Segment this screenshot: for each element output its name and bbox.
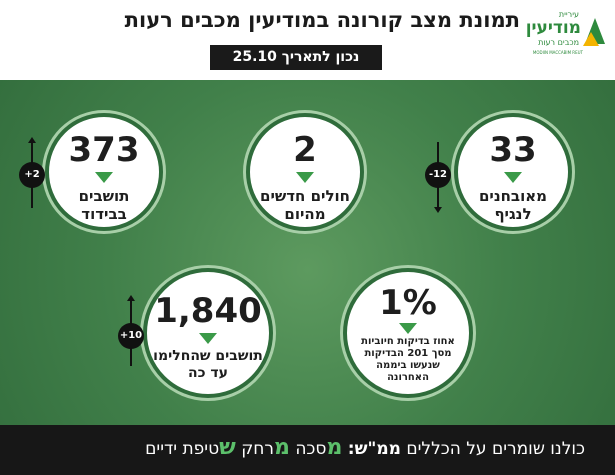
logo-accent-icon (583, 32, 599, 46)
recovered-label-1: תושבים שהחלימו (153, 348, 263, 364)
down-arrow-icon (95, 172, 113, 183)
footer-w3: טיפת ידיים (145, 439, 220, 459)
stat-positive-rate: 1% אחוז בדיקות חיוביות מסך 201 הבדיקות ש… (343, 268, 473, 398)
footer-banner: כולנו שומרים על הכללים ממ"ש: מסכה מרחק ש… (0, 425, 615, 475)
footer-m1: מ (326, 435, 343, 460)
footer-intro: כולנו שומרים על הכללים (406, 439, 585, 459)
recovered-change-badge: +10 (118, 323, 144, 349)
stat-isolation: 373 תושבים בבידוד (45, 113, 163, 231)
confirmed-value: 33 (489, 130, 537, 170)
footer-m2: מ (273, 435, 290, 460)
confirmed-label-1: מאובחנים (478, 187, 548, 205)
isolation-label-1: תושבים (78, 187, 130, 205)
recovered-value: 1,840 (154, 291, 262, 331)
positive-rate-value: 1% (379, 283, 437, 323)
positive-rate-label-3: שנעשו ביממה (376, 360, 440, 371)
stat-new-cases: 2 חולים חדשים מהיום (246, 113, 364, 231)
new-cases-label-2: מהיום (284, 205, 326, 223)
new-cases-label-1: חולים חדשים (260, 187, 350, 205)
footer-rules-label: ממ"ש: (347, 439, 401, 459)
stat-recovered: 1,840 תושבים שהחלימו עד כה (143, 268, 273, 398)
down-arrow-icon (296, 172, 314, 183)
down-arrow-icon (504, 172, 522, 183)
isolation-change-badge: +2 (19, 162, 45, 188)
page-title: תמונת מצב קורונה במודיעין מכבים רעות (124, 8, 520, 32)
logo-line4: MODIIN MACCABIM REUT (532, 50, 583, 55)
footer-text: כולנו שומרים על הכללים ממ"ש: מסכה מרחק ש… (145, 435, 585, 460)
logo-line1: עיריית (558, 10, 579, 19)
isolation-value: 373 (68, 130, 140, 170)
header: תמונת מצב קורונה במודיעין מכבים רעות נכו… (0, 0, 615, 80)
footer-s: ש (219, 435, 236, 460)
down-arrow-icon (199, 333, 217, 344)
positive-rate-label-2: מסך 201 הבדיקות (364, 348, 452, 359)
positive-rate-label-1: אחוז בדיקות חיוביות (361, 336, 455, 347)
confirmed-change-badge: -12 (425, 162, 451, 188)
down-arrow-icon (399, 323, 417, 334)
city-logo: עיריית מודיעין מכבים רעות MODIIN MACCABI… (521, 10, 607, 58)
isolation-label-2: בבידוד (81, 205, 127, 223)
recovered-label-2: עד כה (188, 364, 228, 381)
date-banner: נכון לתאריך 25.10 (210, 45, 382, 70)
logo-line2: מודיעין (525, 18, 581, 38)
new-cases-value: 2 (293, 130, 317, 170)
logo-line3: מכבים רעות (538, 38, 579, 47)
confirmed-label-2: לנגיף (494, 205, 532, 223)
footer-w1: סכה (295, 439, 327, 459)
stat-confirmed: 33 מאובחנים לנגיף (454, 113, 572, 231)
positive-rate-label-4: האחרונה (387, 372, 429, 383)
footer-w2: רחק (241, 439, 274, 459)
